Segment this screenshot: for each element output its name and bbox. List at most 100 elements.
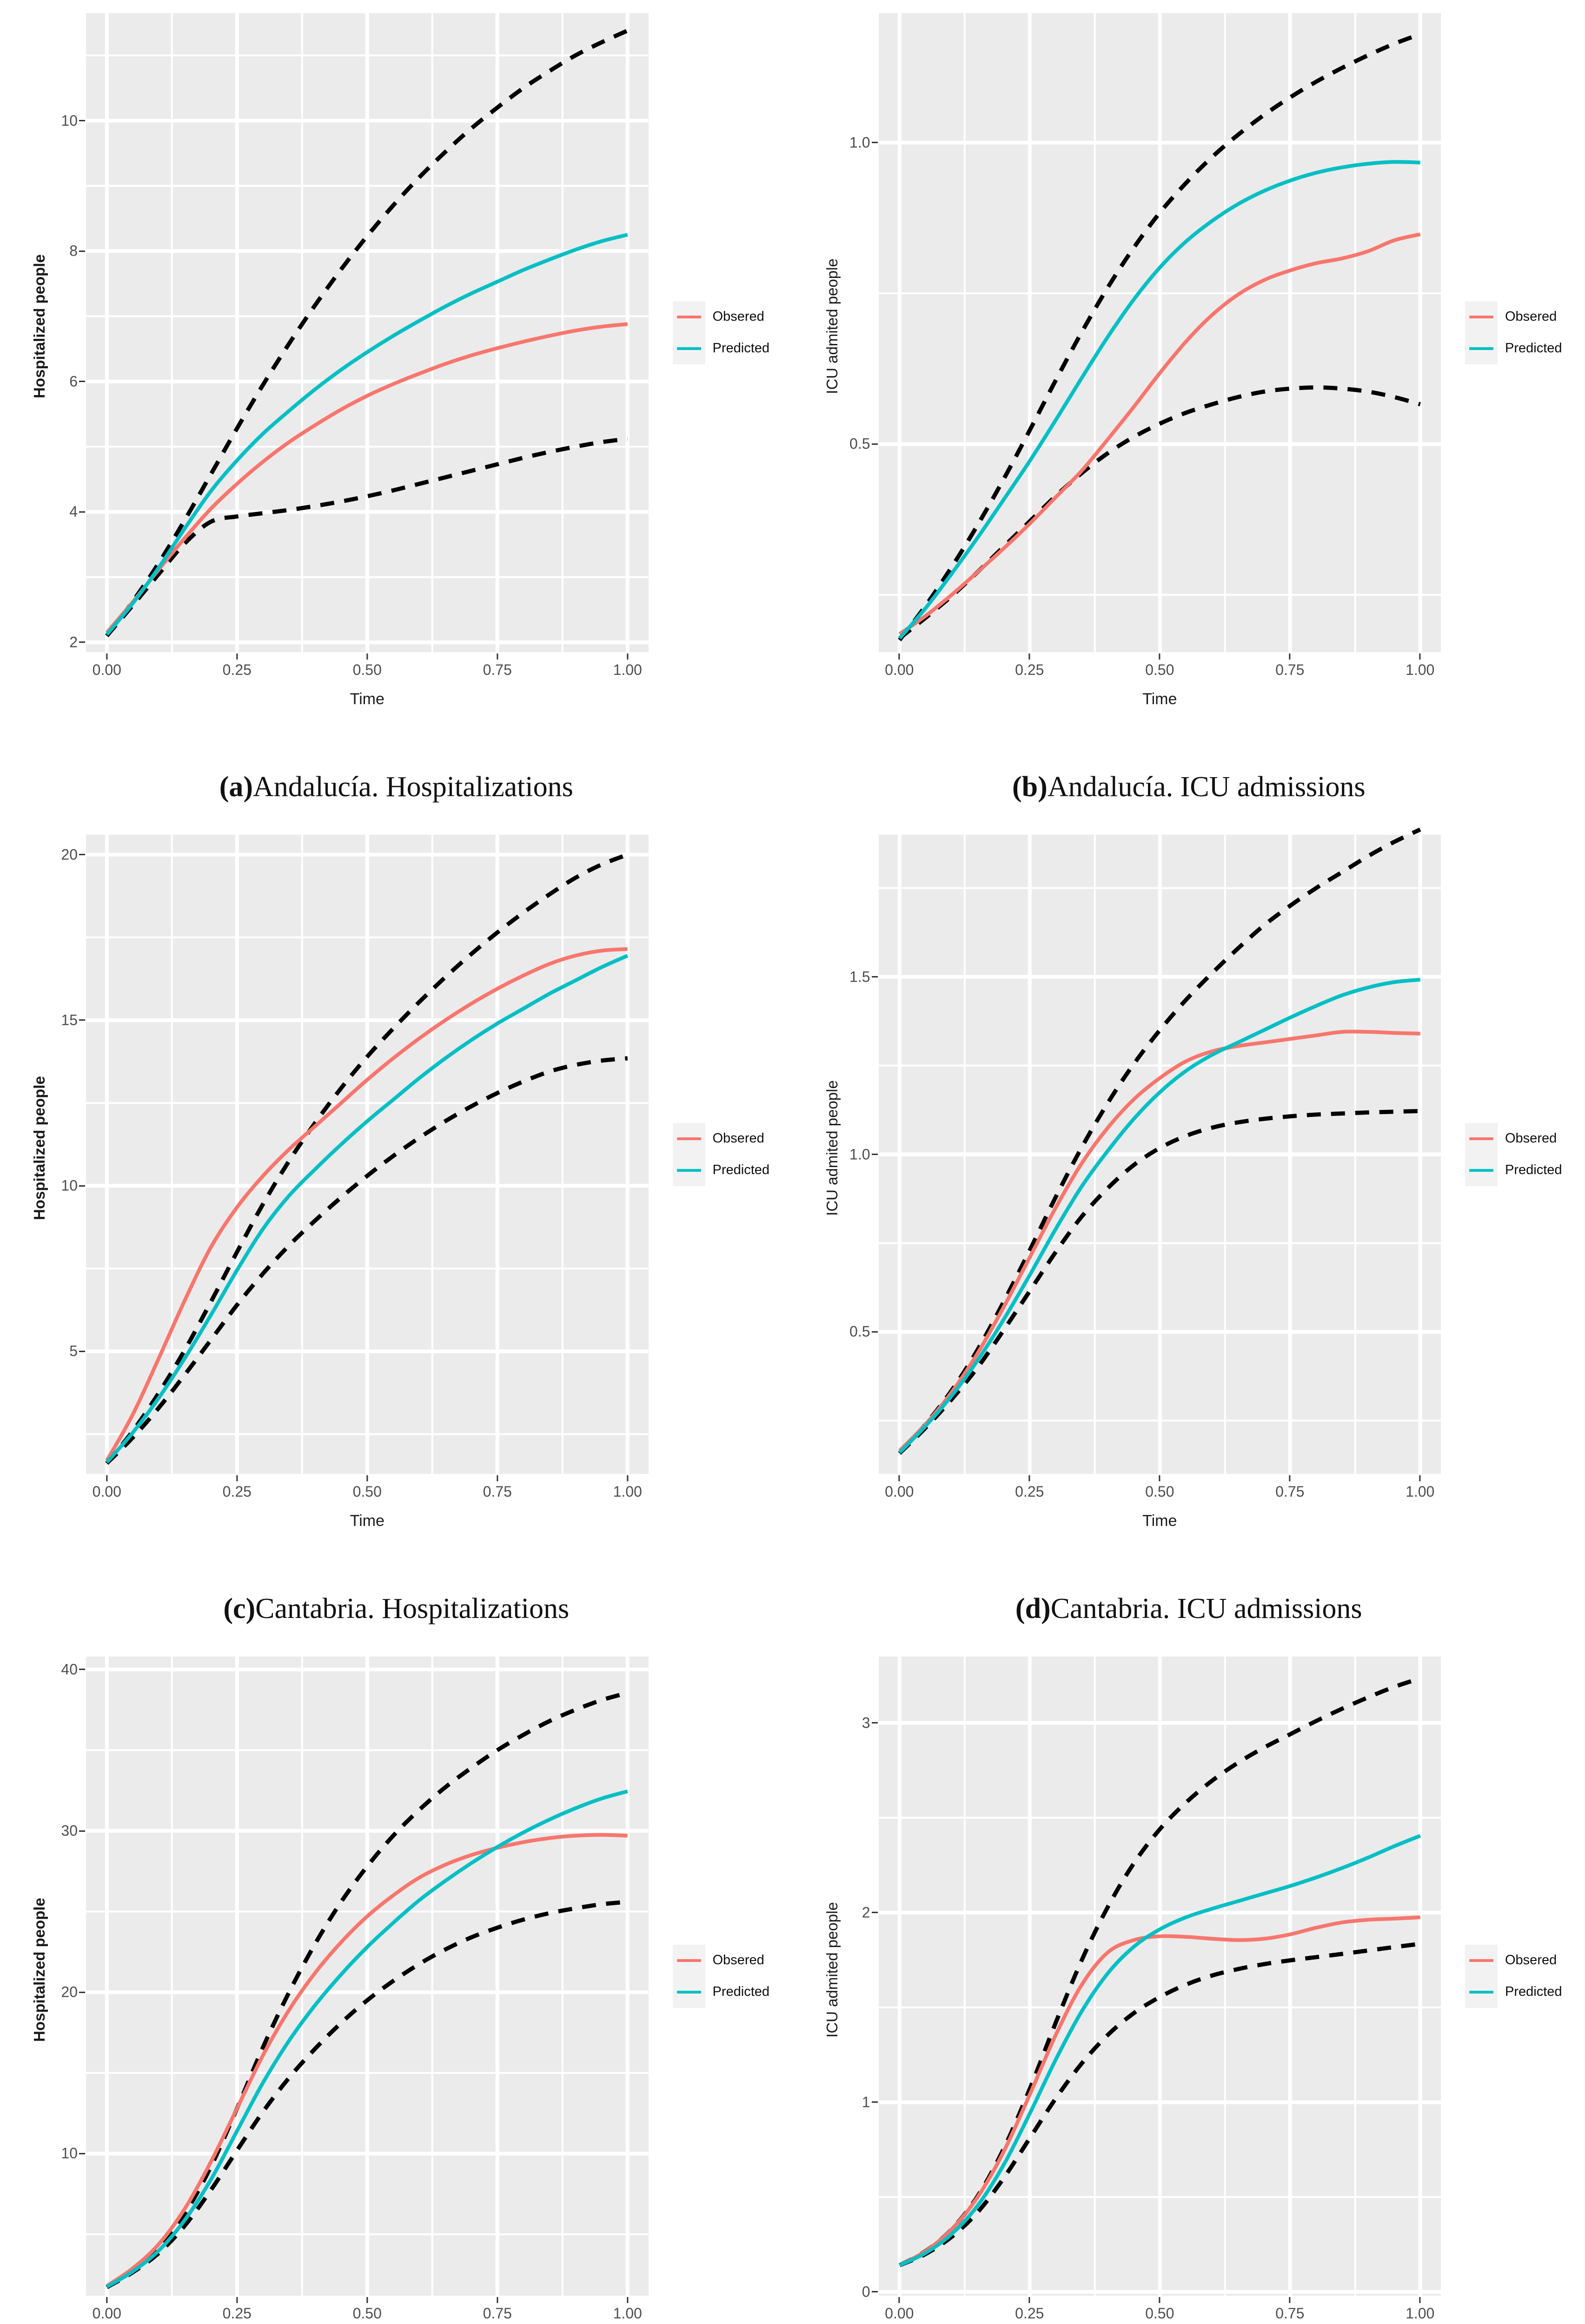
chart-legend: Obsered Predicted: [672, 1944, 770, 2008]
panel-caption-tag: (b): [1012, 771, 1048, 803]
x-tick-label: 0.25: [1015, 1483, 1044, 1500]
y-axis-label: ICU admited people: [823, 1080, 841, 1216]
panel-cell-d: ICU admited people 0.5 1.0 1.5 0.00 0.25 0.50 0…: [793, 822, 1585, 1644]
x-tick-label: 1.00: [613, 1483, 642, 1500]
x-tick-label: 0.75: [1275, 1483, 1305, 1500]
x-tick-label: 0.50: [352, 2305, 382, 2322]
y-tick-label: 3: [862, 1714, 879, 1731]
legend-item[interactable]: Obsered: [672, 1122, 770, 1155]
y-tick-label: 6: [69, 373, 86, 390]
x-axis: 0.00 0.25 0.50 0.75 1.00: [793, 1474, 1585, 1506]
chart-f: ICU admited people 0 1 2 3 0.00 0.25 0.50 0.75 1.…: [793, 1644, 1585, 2324]
series-line-obsered: [898, 232, 1421, 636]
y-tick-label: 4: [69, 503, 86, 521]
y-axis-label: Hospitalized people: [31, 1076, 48, 1220]
y-tick-label: 2: [69, 634, 86, 651]
y-tick-label: 10: [61, 112, 86, 129]
chart-legend: Obsered Predicted: [1465, 301, 1562, 364]
legend-item[interactable]: Predicted: [1465, 332, 1562, 364]
legend-line-icon: [672, 1944, 705, 1976]
panel-caption-text: Cantabria. ICU admissions: [1050, 1592, 1362, 1624]
legend-item[interactable]: Obsered: [1465, 1944, 1562, 1976]
panel-caption-text: Andalucía. Hospitalizations: [253, 771, 573, 803]
legend-item-label: Predicted: [1505, 1984, 1562, 1999]
legend-item-label: Obsered: [712, 1953, 764, 1967]
series-line-obsered: [898, 1915, 1420, 2267]
x-axis-label: Time: [350, 1512, 385, 1530]
chart-c: Hospitalized people 5 10 15 20 0.00 0.25 0.50 0.…: [0, 822, 793, 1574]
panel-caption-a: (a) Andalucía. Hospitalizations: [0, 752, 793, 822]
series-line-upper-ci: [105, 852, 629, 1465]
legend-item-label: Predicted: [1505, 341, 1562, 356]
series-line-predicted: [898, 977, 1420, 1454]
series-line-upper-ci: [897, 827, 1421, 1455]
panel-wrap-c: Hospitalized people 5 10 15 20 0.00 0.25 0.50 0.…: [0, 822, 793, 1574]
plot-area-f: [878, 1657, 1441, 2296]
chart-d: ICU admited people 0.5 1.0 1.5 0.00 0.25 0.50 0…: [793, 822, 1585, 1574]
x-tick-label: 0.50: [1145, 2305, 1174, 2322]
panel-wrap-b: ICU admited people 0.5 1.0 0.00 0.25 0.50 0.75…: [793, 0, 1585, 752]
legend-item-label: Obsered: [712, 309, 764, 324]
legend-item[interactable]: Obsered: [672, 1944, 770, 1976]
panel-row: Hospitalized people 5 10 15 20 0.00 0.25 0.50 0.…: [0, 822, 1585, 1644]
legend-item[interactable]: Predicted: [672, 332, 769, 364]
series-line-obsered: [105, 322, 628, 634]
panel-caption-tag: (c): [223, 1592, 256, 1624]
y-tick-label: 0.5: [849, 1323, 878, 1340]
y-tick-label: 5: [69, 1343, 86, 1360]
panel-cell-a: Hospitalized people 2 4 6 8 10 0.00 0.25 0.50 0.7…: [0, 0, 793, 822]
y-axis-label: Hospitalized people: [31, 254, 48, 398]
x-tick-label: 0.00: [885, 1483, 914, 1500]
y-tick-label: 20: [61, 1984, 86, 2001]
panel-cell-c: Hospitalized people 5 10 15 20 0.00 0.25 0.50 0.…: [0, 822, 793, 1644]
chart-a: Hospitalized people 2 4 6 8 10 0.00 0.25 0.50 0.7…: [0, 0, 793, 752]
legend-item-label: Obsered: [1505, 309, 1557, 324]
x-tick-label: 0.50: [352, 661, 382, 678]
x-axis: 0.00 0.25 0.50 0.75 1.00: [0, 1474, 793, 1506]
series-line-upper-ci: [897, 32, 1421, 641]
x-axis-label: Time: [350, 690, 385, 708]
legend-item[interactable]: Predicted: [672, 1976, 769, 2008]
x-tick-label: 0.25: [222, 661, 252, 678]
x-tick-label: 0.00: [92, 661, 121, 678]
x-tick-label: 1.00: [613, 2305, 642, 2322]
legend-item-label: Obsered: [1505, 1131, 1557, 1146]
y-tick-label: 15: [61, 1011, 86, 1029]
panel-caption-text: Andalucía. ICU admissions: [1047, 771, 1366, 803]
x-tick-label: 0.50: [1145, 1483, 1174, 1500]
y-tick-label: 2: [862, 1904, 879, 1921]
legend-line-icon: [1465, 1154, 1498, 1186]
series-line-lower-ci: [105, 436, 628, 637]
x-tick-label: 0.25: [1015, 661, 1044, 678]
series-line-upper-ci: [106, 1690, 628, 2289]
legend-line-icon: [672, 1122, 705, 1155]
series-line-lower-ci: [105, 1056, 628, 1465]
panel-cell-e: Hospitalized people 10 20 30 40 0.00 0.25 0.50 0…: [0, 1644, 793, 2324]
legend-line-icon: [672, 301, 705, 333]
panel-caption-c: (c) Cantabria. Hospitalizations: [0, 1574, 793, 1644]
legend-item[interactable]: Obsered: [1465, 1122, 1562, 1155]
chart-legend: Obsered Predicted: [672, 1122, 770, 1186]
legend-item[interactable]: Predicted: [672, 1154, 769, 1186]
chart-legend: Obsered Predicted: [672, 301, 770, 364]
legend-item[interactable]: Obsered: [1465, 301, 1562, 333]
chart-e: Hospitalized people 10 20 30 40 0.00 0.25 0.50 0…: [0, 1644, 793, 2324]
series-line-obsered: [898, 1030, 1420, 1452]
x-tick-label: 0.00: [92, 1483, 121, 1500]
x-tick-label: 1.00: [1406, 661, 1435, 678]
panel-wrap-f: ICU admited people 0 1 2 3 0.00 0.25 0.50 0.75 1.…: [793, 1644, 1585, 2324]
panel-caption-tag: (d): [1015, 1592, 1051, 1624]
chart-legend: Obsered Predicted: [1465, 1122, 1562, 1186]
x-tick-label: 1.00: [1406, 2305, 1435, 2322]
legend-item[interactable]: Predicted: [1465, 1976, 1562, 2008]
legend-item[interactable]: Predicted: [1465, 1154, 1562, 1186]
series-line-upper-ci: [105, 28, 629, 637]
legend-item[interactable]: Obsered: [672, 301, 770, 333]
x-tick-label: 0.75: [483, 2305, 512, 2322]
series-line-predicted: [106, 1789, 628, 2289]
x-tick-label: 0.75: [1275, 2305, 1305, 2322]
series-line-predicted: [105, 954, 629, 1464]
y-tick-label: 1.0: [849, 134, 878, 151]
y-tick-label: 1.0: [849, 1146, 878, 1163]
